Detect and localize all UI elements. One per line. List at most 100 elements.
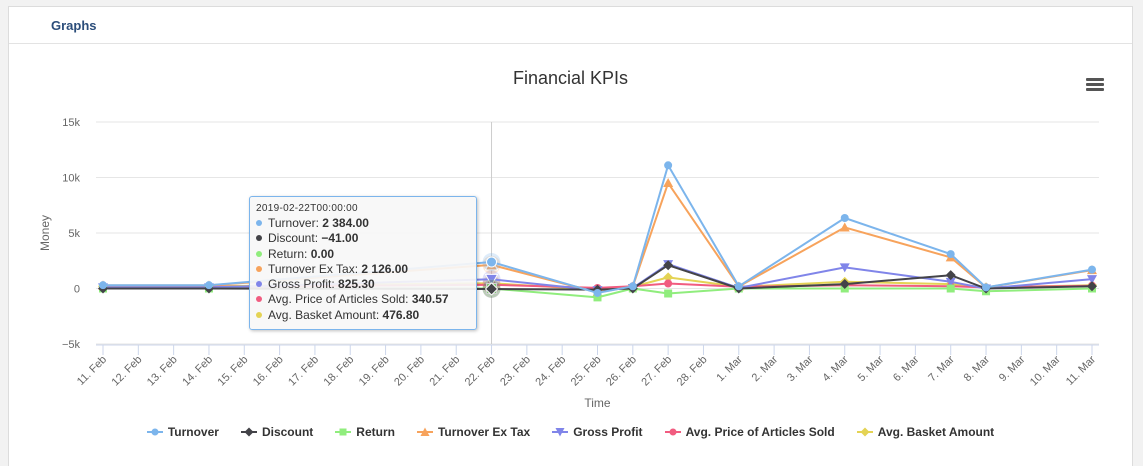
legend-label: Discount	[261, 425, 314, 439]
x-tick-label: 12. Feb	[110, 354, 145, 389]
legend-symbol	[146, 428, 163, 436]
data-point	[734, 282, 743, 291]
x-tick-label: 18. Feb	[322, 354, 357, 389]
data-point	[664, 279, 673, 288]
tooltip-row: Avg. Basket Amount: 476.80	[256, 308, 476, 323]
x-tick-label: 16. Feb	[251, 354, 286, 389]
x-tick-label: 21. Feb	[427, 354, 462, 389]
y-axis-title: Money	[38, 215, 52, 251]
legend-symbol	[552, 428, 569, 437]
x-tick-label: 4. Mar	[820, 353, 851, 384]
tooltip-label: Turnover Ex Tax:	[268, 261, 359, 276]
legend-label: Gross Profit	[573, 425, 643, 439]
data-point	[982, 283, 991, 292]
hamburger-menu-icon[interactable]	[1084, 76, 1106, 94]
data-point	[840, 214, 849, 223]
chart-legend: Turnover Discount Return Turnover Ex Tax Gro…	[9, 425, 1132, 439]
x-axis-title: Time	[584, 396, 611, 410]
legend-label: Avg. Basket Amount	[877, 425, 995, 439]
data-point	[946, 250, 955, 259]
x-tick-label: 11. Feb	[75, 354, 109, 388]
legend-symbol	[335, 428, 352, 436]
tooltip-label: Turnover:	[268, 216, 319, 230]
x-tick-label: 2. Mar	[750, 353, 781, 384]
y-tick-label: 0	[74, 284, 80, 296]
data-point	[484, 282, 499, 296]
x-tick-label: 26. Feb	[604, 354, 639, 389]
tooltip-row: Avg. Price of Articles Sold: 340.57	[256, 292, 476, 307]
legend-item[interactable]: Avg. Price of Articles Sold	[664, 425, 835, 439]
tooltip-row: Gross Profit: 825.30	[256, 277, 476, 292]
x-tick-label: 20. Feb	[392, 354, 427, 389]
tooltip-row: Return: 0.00	[256, 247, 476, 262]
data-point	[1087, 281, 1097, 292]
data-point	[839, 263, 850, 273]
tooltip-row: Discount: −41.00	[256, 231, 476, 246]
tooltip-value: −41.00	[318, 231, 359, 246]
x-tick-label: 24. Feb	[533, 354, 568, 389]
y-tick-label: 10k	[62, 173, 80, 185]
legend-symbol	[664, 428, 681, 436]
tooltip-header: 2019-02-22T00:00:00	[256, 203, 358, 214]
series-color-dot	[256, 265, 262, 272]
x-tick-label: 25. Feb	[569, 354, 604, 389]
tooltip-label: Avg. Price of Articles Sold:	[268, 292, 409, 307]
data-point	[839, 222, 850, 232]
series-color-dot	[256, 220, 262, 226]
legend-item[interactable]: Avg. Basket Amount	[856, 425, 995, 439]
legend-symbol	[856, 427, 873, 437]
tooltip-row: Turnover: 2 384.00	[256, 216, 476, 231]
data-point	[945, 277, 956, 287]
tooltip-value: 476.80	[379, 307, 420, 322]
legend-item[interactable]: Return	[335, 425, 395, 439]
legend-item[interactable]: Turnover	[146, 425, 219, 439]
tooltip-label: Gross Profit:	[268, 277, 335, 292]
x-tick-label: 13. Feb	[145, 354, 180, 389]
x-tick-label: 15. Feb	[216, 354, 251, 389]
x-tick-label: 22. Feb	[463, 354, 498, 389]
chart-tooltip: 2019-02-22T00:00:00 Turnover: 2 384.00 Di…	[249, 196, 477, 330]
x-tick-label: 5. Mar	[856, 353, 887, 384]
legend-item[interactable]: Discount	[240, 425, 314, 439]
data-point	[663, 260, 674, 271]
series-color-dot	[256, 311, 262, 318]
series-color-dot	[256, 296, 262, 303]
data-point	[484, 273, 499, 287]
data-point	[945, 270, 956, 281]
x-tick-label: 3. Mar	[785, 353, 816, 384]
x-tick-label: 11. Mar	[1064, 353, 1099, 388]
series-color-dot	[256, 250, 262, 257]
panel-title: Graphs	[51, 17, 97, 33]
data-point	[593, 288, 602, 297]
tooltip-value: 2 384.00	[318, 216, 369, 230]
tooltip-label: Avg. Basket Amount:	[268, 307, 380, 322]
tooltip-row: Turnover Ex Tax: 2 126.00	[256, 262, 476, 277]
legend-item[interactable]: Turnover Ex Tax	[416, 425, 531, 439]
y-tick-label: 5k	[68, 228, 80, 240]
x-tick-label: 27. Feb	[639, 354, 674, 389]
x-tick-label: 14. Feb	[180, 354, 215, 389]
x-tick-label: 10. Mar	[1028, 353, 1063, 388]
series-color-dot	[256, 235, 262, 242]
legend-symbol	[240, 427, 257, 437]
x-tick-label: 6. Mar	[891, 353, 922, 384]
x-tick-label: 8. Mar	[962, 353, 993, 384]
data-point	[593, 293, 602, 302]
legend-label: Turnover Ex Tax	[437, 425, 531, 439]
x-tick-label: 17. Feb	[286, 354, 321, 389]
x-tick-label: 1. Mar	[714, 353, 745, 384]
tooltip-label: Return:	[268, 246, 308, 261]
data-point	[946, 284, 955, 293]
x-tick-label: 19. Feb	[357, 354, 392, 389]
series-color-dot	[256, 281, 262, 288]
data-point	[204, 281, 213, 290]
tooltip-value: 825.30	[334, 277, 375, 292]
legend-item[interactable]: Gross Profit	[552, 425, 643, 439]
tooltip-value: 340.57	[408, 292, 449, 307]
x-tick-label: 28. Feb	[675, 354, 710, 389]
graphs-panel: Graphs Financial KPIs −5k 0 5k 10k 15k 11. Fe…	[8, 6, 1133, 466]
tooltip-value: 2 126.00	[358, 261, 409, 276]
legend-label: Avg. Price of Articles Sold	[685, 425, 835, 439]
x-tick-label: 9. Mar	[997, 353, 1028, 384]
y-tick-label: −5k	[62, 339, 81, 351]
